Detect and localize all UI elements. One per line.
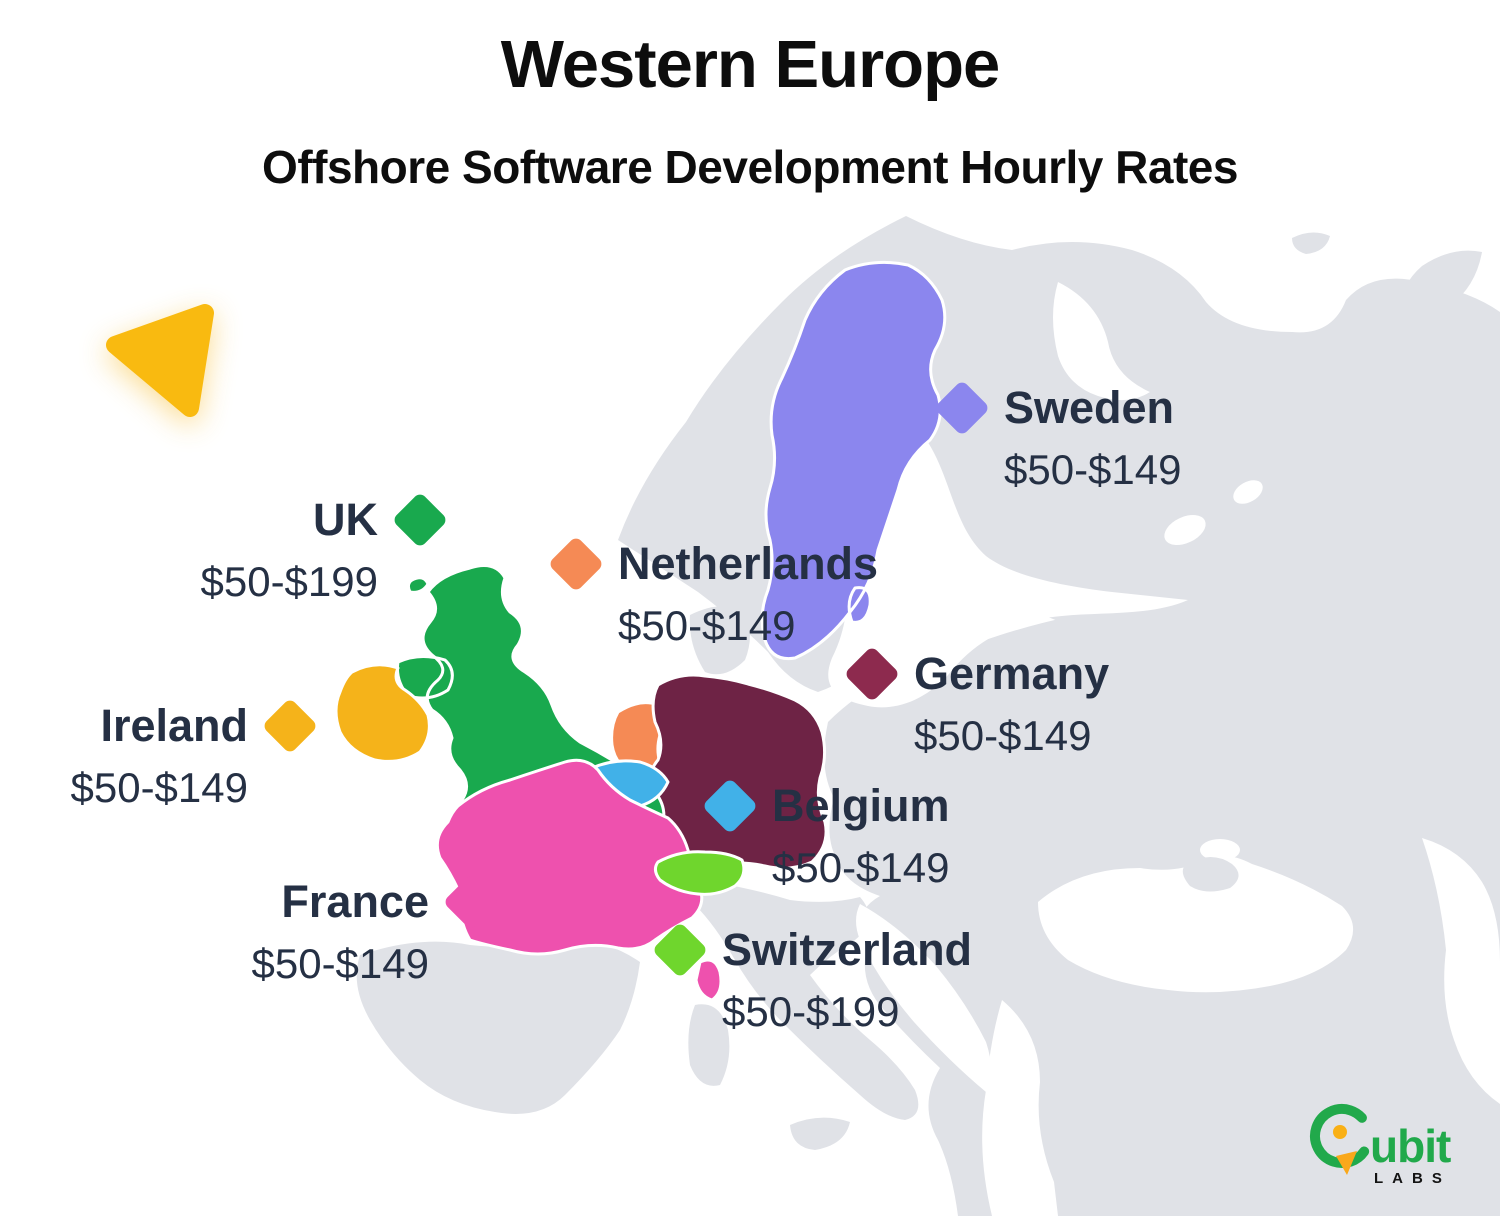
country-rate: $50-$149 — [914, 712, 1092, 759]
germany-label: Germany $50-$149 — [843, 645, 1110, 760]
land-denmark — [689, 606, 750, 675]
country-name: Belgium — [772, 780, 950, 832]
france-label: France $50-$149 — [251, 873, 500, 988]
sweden-shape — [760, 260, 947, 661]
switzerland-label: Switzerland $50-$199 — [651, 921, 973, 1036]
country-name: UK — [313, 494, 378, 546]
netherlands-label: Netherlands $50-$149 — [547, 535, 879, 650]
country-rate: $50-$149 — [618, 602, 796, 649]
country-rate: $50-$199 — [200, 558, 379, 605]
country-name: Netherlands — [618, 538, 879, 590]
qubit-labs-logo: ubit LABS — [1310, 1104, 1452, 1187]
belgium-diamond-icon — [701, 777, 759, 835]
logo-labs-text: LABS — [1374, 1170, 1451, 1187]
sea-caspian — [1422, 838, 1500, 1104]
sea-black-sea — [1038, 855, 1354, 993]
switzerland-shape — [653, 850, 746, 896]
iceland-triangle — [106, 304, 214, 417]
sweden-label: Sweden $50-$149 — [933, 379, 1182, 494]
country-name: Switzerland — [722, 924, 973, 976]
land-crimea — [1182, 857, 1239, 892]
lake-onega — [1233, 480, 1263, 504]
page-title: Western Europe — [500, 27, 1001, 102]
uk-diamond-icon — [391, 491, 449, 549]
france-diamond-icon — [442, 873, 500, 931]
highlighted-countries — [334, 260, 947, 1002]
sea-white-sea — [1053, 282, 1150, 401]
country-rate: $50-$149 — [70, 764, 249, 811]
ireland-shape — [334, 663, 431, 763]
ireland-diamond-icon — [261, 697, 319, 755]
country-name: France — [281, 876, 429, 928]
page-subtitle: Offshore Software Development Hourly Rat… — [262, 141, 1238, 193]
country-name: Sweden — [1004, 382, 1175, 434]
q-dot-icon — [1333, 1125, 1347, 1139]
germany-diamond-icon — [843, 645, 901, 703]
country-name: Ireland — [100, 700, 248, 752]
sea-adriatic — [856, 904, 991, 1092]
seas — [828, 282, 1500, 1216]
sea-azov — [1200, 839, 1240, 861]
uk-label: UK $50-$199 — [200, 491, 449, 606]
ireland-label: Ireland $50-$149 — [70, 697, 319, 812]
qubit-q-icon — [1310, 1104, 1374, 1175]
land-iberia — [356, 940, 640, 1114]
land-arctic-islands — [1292, 232, 1482, 332]
land-italy — [688, 880, 919, 1150]
sea-baltic — [828, 422, 1188, 708]
country-rate: $50-$199 — [722, 988, 900, 1035]
lake-ladoga — [1164, 514, 1206, 546]
switzerland-diamond-icon — [651, 921, 709, 979]
logo-text: ubit — [1370, 1120, 1451, 1172]
country-rate: $50-$149 — [251, 940, 430, 987]
country-rate: $50-$149 — [1004, 446, 1182, 493]
belgium-label: Belgium $50-$149 — [701, 777, 950, 892]
sweden-diamond-icon — [933, 379, 991, 437]
sea-aegean — [982, 1000, 1058, 1216]
q-triangle-icon — [1336, 1151, 1357, 1175]
netherlands-diamond-icon — [547, 535, 605, 593]
country-rate: $50-$149 — [772, 844, 950, 891]
country-name: Germany — [914, 648, 1110, 700]
